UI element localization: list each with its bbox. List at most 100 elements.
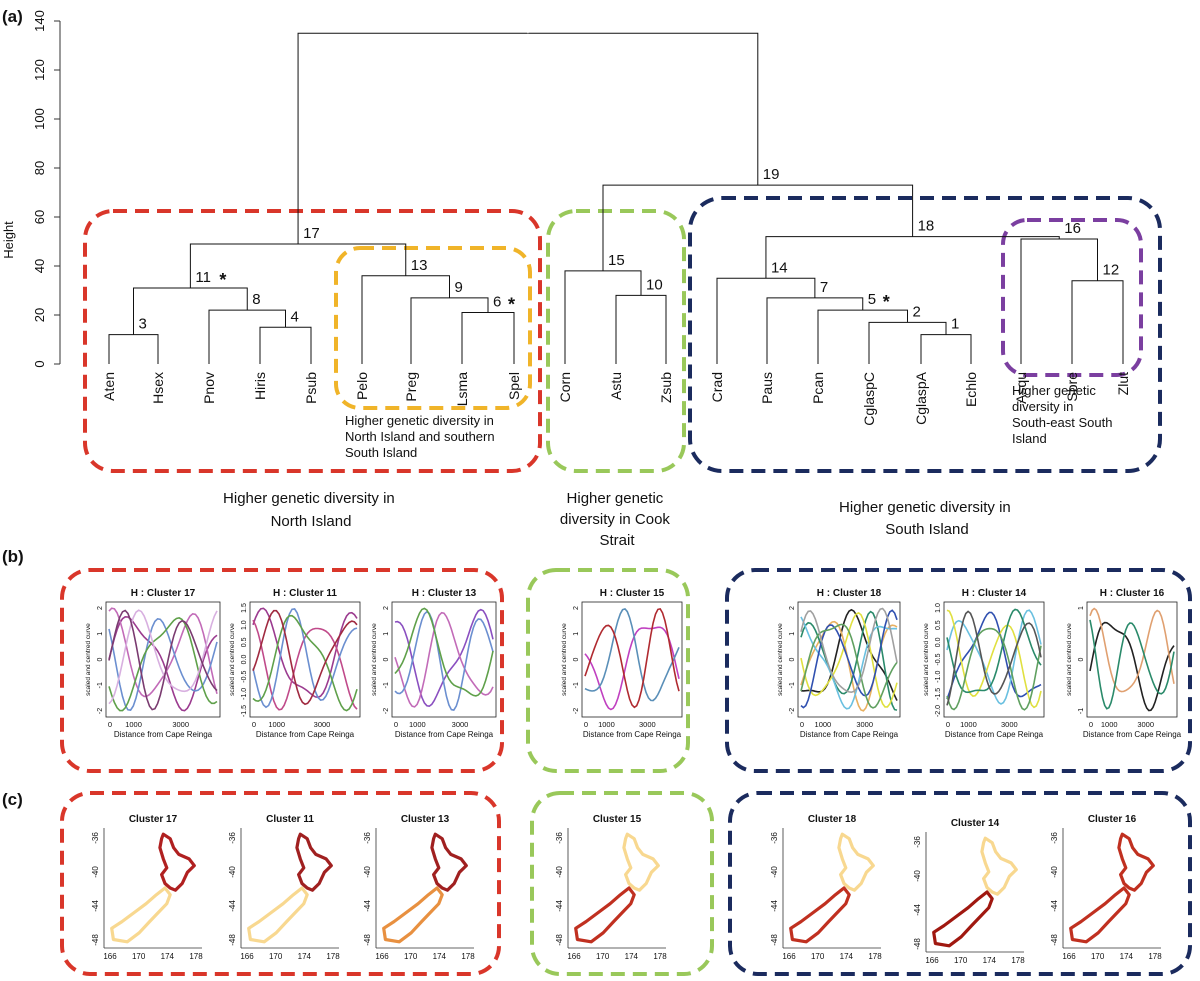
- map-x-tick: 174: [625, 952, 639, 961]
- dendrogram-branch-14: [716, 277, 816, 364]
- y-tick-label: 2: [573, 606, 580, 610]
- curve-plot-title: H : Cluster 13: [412, 588, 477, 599]
- leaf-label: Aten: [101, 372, 117, 401]
- map-y-tick: -40: [770, 866, 779, 878]
- box-south-east: [1001, 218, 1143, 377]
- dendrogram-branch-9: [410, 297, 489, 364]
- curve-x-label: Distance from Cape Reinga: [800, 730, 899, 739]
- dendrogram-branch-7: [766, 297, 864, 364]
- plot-frame: [1086, 601, 1178, 718]
- map-y-tick: -40: [1050, 866, 1059, 878]
- map-y-tick: -40: [363, 866, 372, 878]
- curve-line: [394, 608, 494, 708]
- map-x-tick: 166: [103, 952, 117, 961]
- y-tick-label: 40: [32, 259, 47, 273]
- x-tick-label: 1000: [960, 720, 977, 729]
- curve-plot-title: H : Cluster 11: [273, 588, 337, 599]
- map-y-tick: -48: [555, 934, 564, 946]
- map-x-tick: 174: [1120, 952, 1134, 961]
- leaf-label: Zsub: [658, 372, 674, 403]
- curve-line: [800, 623, 898, 709]
- south-island-outline: [382, 886, 444, 944]
- plot-frame: [105, 601, 221, 718]
- y-tick-label: 1.5: [241, 603, 248, 613]
- dendrogram-branch-18: [765, 236, 1060, 279]
- leaf-label: Hiris: [252, 372, 268, 400]
- node-star: *: [508, 295, 515, 315]
- map-x-tick: 170: [132, 952, 146, 961]
- curve-line: [394, 611, 494, 708]
- curve-y-label: scaled and centred curve: [923, 623, 930, 696]
- south-island-outline: [932, 890, 994, 948]
- curve-line: [946, 609, 1042, 709]
- node-label: 6: [493, 294, 501, 311]
- dendrogram-y-label: Height: [1, 221, 16, 259]
- node-label: 14: [771, 259, 788, 276]
- north-island-outline: [1117, 832, 1155, 892]
- north-island-outline: [622, 832, 660, 892]
- north-island-outline: [837, 832, 875, 892]
- x-tick-label: 0: [800, 720, 804, 729]
- dendrogram-branch-16: [1020, 238, 1098, 364]
- map-y-tick: -36: [363, 832, 372, 844]
- y-tick-label: 0: [573, 657, 580, 661]
- y-tick-label: -1: [789, 682, 796, 688]
- dendrogram-branch-11: [133, 287, 248, 335]
- x-tick-label: 0: [584, 720, 588, 729]
- leaf-label: Hsex: [150, 372, 166, 404]
- x-tick-label: 0: [946, 720, 950, 729]
- node-label: 10: [646, 276, 663, 293]
- map-y-tick: -48: [1050, 934, 1059, 946]
- node-label: 13: [411, 257, 428, 274]
- curve-y-label: scaled and centred curve: [777, 623, 784, 696]
- node-label: 19: [763, 166, 780, 183]
- node-label: 8: [252, 291, 260, 308]
- node-label: 2: [913, 303, 921, 320]
- y-tick-label: 1: [97, 632, 104, 636]
- y-tick-label: -1: [1078, 708, 1085, 714]
- curve-line: [800, 607, 898, 694]
- map-x-tick: 178: [1011, 956, 1025, 965]
- curve-line: [800, 608, 898, 701]
- map-title: Cluster 11: [266, 814, 314, 825]
- box-b-cook: [526, 568, 690, 773]
- y-tick-label: 0.0: [241, 655, 248, 665]
- curve-line: [252, 609, 358, 706]
- curve-x-label: Distance from Cape Reinga: [114, 730, 213, 739]
- curve-y-label: scaled and centred curve: [229, 623, 236, 696]
- caption-south-island: Higher genetic diversity in South Island: [839, 499, 1015, 538]
- curve-line: [108, 617, 218, 711]
- node-label: 3: [139, 316, 147, 333]
- dendrogram-tree: [108, 21, 1124, 364]
- y-tick-label: -1.0: [241, 688, 248, 700]
- map-y-tick: -36: [228, 832, 237, 844]
- dendrogram-branch-4: [259, 326, 312, 364]
- curve-plot-title: H : Cluster 14: [962, 588, 1027, 599]
- x-tick-label: 3000: [314, 720, 331, 729]
- curve-y-label: scaled and centred curve: [371, 623, 378, 696]
- x-tick-label: 3000: [1137, 720, 1154, 729]
- curve-line: [108, 607, 218, 698]
- x-tick-label: 1000: [1101, 720, 1118, 729]
- dendrogram-branch-1: [920, 334, 972, 364]
- leaf-label: Asqu: [1013, 372, 1029, 404]
- caption-north-island: Higher genetic diversity in North Island: [223, 490, 399, 530]
- leaf-label: Echlo: [963, 372, 979, 407]
- leaf-label: Paus: [759, 372, 775, 404]
- x-tick-label: 1000: [815, 720, 832, 729]
- curve-line: [394, 610, 494, 711]
- node-label: 11: [195, 269, 211, 286]
- y-tick-label: 2: [789, 606, 796, 610]
- leaf-label: CglaspC: [861, 372, 877, 426]
- x-tick-label: 3000: [856, 720, 873, 729]
- node-label: 18: [918, 218, 935, 235]
- y-tick-label: 120: [32, 59, 47, 81]
- curve-line: [108, 609, 218, 711]
- box-south-island: [688, 196, 1162, 473]
- map-x-tick: 166: [925, 956, 939, 965]
- node-label: 9: [455, 279, 463, 296]
- node-label: 5: [868, 291, 876, 308]
